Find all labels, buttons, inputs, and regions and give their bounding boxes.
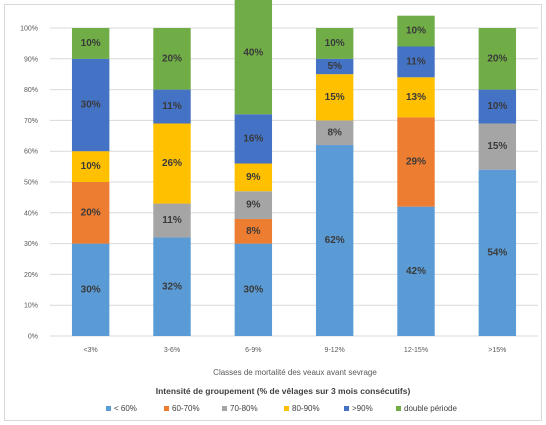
bar-data-label: 9% (246, 172, 261, 183)
bar-segment (234, 243, 273, 336)
bar-data-label: 11% (162, 215, 182, 226)
bar-data-label: 15% (487, 141, 507, 152)
legend-swatch (344, 406, 349, 411)
y-axis-ticks: 0% 10% 20% 30% 40% 50% 60% 70% 80% 90% 100% (20, 26, 38, 341)
bar-segment (478, 89, 517, 124)
y-tick-label: 100% (20, 26, 38, 33)
bar-data-label: 40% (243, 47, 263, 58)
bar-segment (234, 0, 273, 115)
bar-segment (315, 145, 354, 336)
bar-segment (153, 123, 191, 204)
y-tick-label: 20% (24, 272, 38, 279)
bar-data-label: 30% (81, 284, 101, 295)
y-tick-label: 60% (24, 149, 38, 156)
bar-data-label: 20% (81, 207, 101, 218)
bar-data-label: 30% (81, 100, 101, 111)
bar-segment (315, 74, 354, 121)
y-tick-label: 40% (24, 210, 38, 217)
x-axis-title: Classes de mortalité des veaux avant sev… (213, 368, 377, 377)
bar-data-label: 20% (487, 53, 507, 64)
x-tick-label: 9-12% (325, 347, 345, 354)
legend-label: double période (404, 404, 457, 413)
legend-label: 80-90% (292, 404, 320, 413)
bar-segment (397, 15, 435, 47)
legend-swatch (222, 406, 227, 411)
bar-segment (478, 123, 517, 170)
bar-segment (71, 28, 110, 59)
bar-data-label: 5% (327, 61, 342, 72)
bar-segment (71, 243, 110, 336)
legend-swatch (106, 406, 111, 411)
bar-segment (315, 28, 354, 59)
bar-segment (71, 58, 110, 152)
bar-data-label: 30% (243, 284, 263, 295)
bar-segment (234, 191, 273, 219)
bar-data-label: 20% (162, 53, 182, 64)
bar-segment (397, 117, 435, 207)
legend-title: Intensité de groupement (% de vêlages su… (156, 386, 411, 396)
y-tick-label: 0% (28, 334, 38, 341)
bar-segment (153, 237, 191, 336)
bar-segment (315, 120, 354, 146)
bar-data-label: 10% (487, 101, 507, 112)
bar-data-label: 16% (243, 134, 263, 145)
legend: < 60% 60-70% 70-80% 80-90% >90% double périod… (106, 404, 457, 413)
bar-data-label: 8% (327, 127, 342, 138)
y-tick-label: 30% (24, 241, 38, 248)
x-axis-ticks: <3% 3-6% 6-9% 9-12% 12-15% >15% (84, 347, 507, 354)
bar-data-label: 42% (406, 266, 426, 277)
bar-segment (397, 206, 435, 336)
legend-swatch (164, 406, 169, 411)
bar-data-label: 11% (162, 101, 182, 112)
y-tick-label: 50% (24, 180, 38, 187)
bar-segment (71, 151, 110, 182)
legend-label: 70-80% (230, 404, 258, 413)
bar-data-label: 54% (487, 247, 507, 258)
bar-data-label: 10% (406, 26, 426, 37)
bar-segment (478, 169, 517, 336)
bar-data-label: 13% (406, 92, 426, 103)
x-tick-label: 3-6% (164, 347, 180, 354)
bar-segment (153, 28, 191, 90)
bar-segment (234, 114, 273, 164)
bar-data-label: 26% (162, 158, 182, 169)
bar-data-label: 15% (325, 92, 345, 103)
bar-data-label: 8% (246, 226, 261, 237)
legend-label: < 60% (114, 404, 137, 413)
bar-segment (315, 58, 354, 75)
y-tick-label: 70% (24, 118, 38, 125)
x-tick-label: <3% (84, 347, 98, 354)
bars: 30% 20% 10% 30% 10% 32% 11% 26% 11% 20% 30% 8% 9% 9% 1… (71, 0, 517, 336)
bar-segment (234, 163, 273, 192)
bar-segment (153, 203, 191, 238)
bar-data-label: 32% (162, 281, 182, 292)
bar-segment (71, 182, 110, 244)
legend-label: >90% (352, 404, 373, 413)
x-tick-label: 6-9% (245, 347, 261, 354)
bar-segment (397, 77, 435, 118)
gridlines (50, 27, 538, 337)
y-tick-label: 10% (24, 303, 38, 310)
y-tick-label: 90% (24, 56, 38, 63)
bar-data-label: 9% (246, 200, 261, 211)
bar-data-label: 62% (325, 235, 345, 246)
bar-data-label: 10% (325, 38, 345, 49)
legend-swatch (284, 406, 289, 411)
bar-segment (478, 28, 517, 90)
x-tick-label: 12-15% (404, 347, 428, 354)
x-tick-label: >15% (488, 347, 506, 354)
legend-swatch (396, 406, 401, 411)
legend-label: 60-70% (172, 404, 200, 413)
y-tick-label: 80% (24, 87, 38, 94)
bar-segment (153, 89, 191, 124)
bar-segment (397, 46, 435, 78)
bar-segment (234, 218, 273, 244)
bar-data-label: 10% (81, 38, 101, 49)
bar-data-label: 29% (406, 157, 426, 168)
bar-data-label: 11% (406, 57, 426, 68)
bar-data-label: 10% (81, 161, 101, 172)
